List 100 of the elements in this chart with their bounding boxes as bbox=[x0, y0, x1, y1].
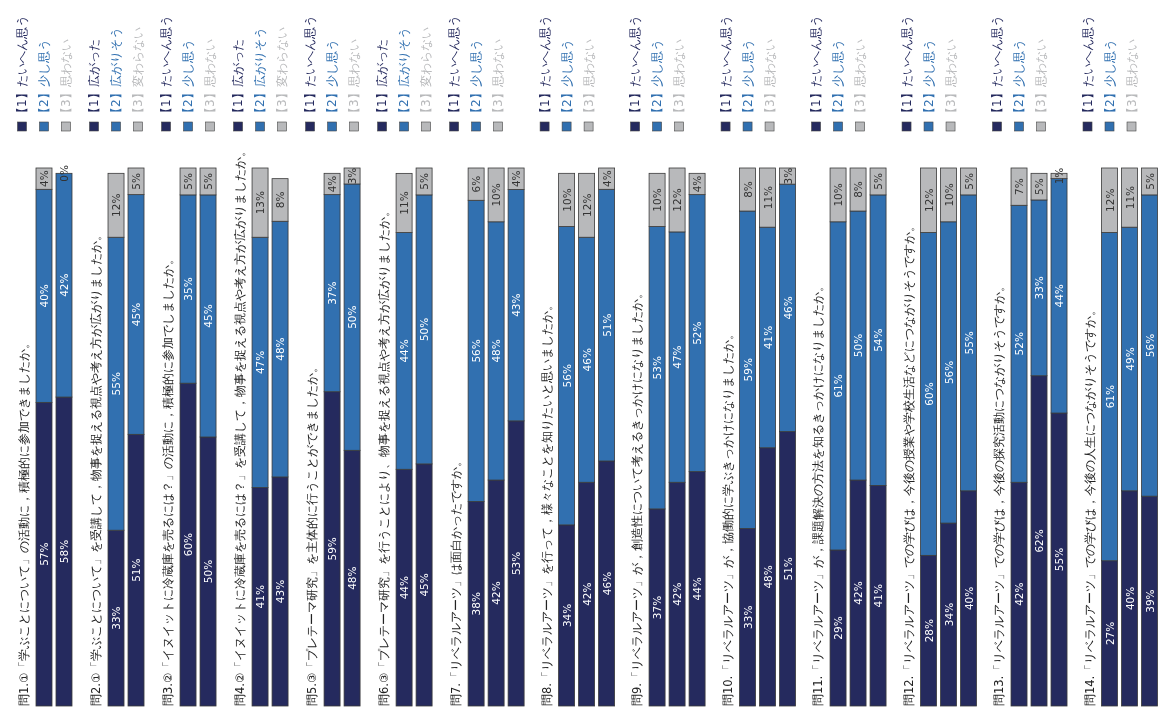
data-label: 37% bbox=[326, 281, 339, 305]
data-label: 4% bbox=[691, 175, 704, 193]
data-label: 57% bbox=[38, 542, 50, 566]
data-label: 51% bbox=[781, 557, 794, 581]
data-label: 51% bbox=[130, 558, 143, 582]
text: 【2】少し思う bbox=[181, 39, 196, 119]
text: 問1.①「学ぶことについて」の活動に，積極的に参加できましたか。 bbox=[17, 336, 31, 706]
data-label: 44% bbox=[691, 577, 704, 601]
data-label: 43% bbox=[510, 293, 523, 317]
text: 【1】たいへん思う bbox=[447, 15, 462, 119]
data-label: 62% bbox=[1033, 529, 1046, 553]
data-label: 1% bbox=[1053, 167, 1066, 185]
data-label: 51% bbox=[600, 313, 613, 337]
text: 【3】思わない bbox=[762, 39, 777, 119]
data-label: 34% bbox=[560, 603, 573, 628]
data-label: 53% bbox=[651, 356, 664, 380]
text: 【1】広がった bbox=[231, 39, 246, 119]
data-label: 6% bbox=[470, 175, 483, 193]
data-label: 10% bbox=[651, 188, 664, 212]
data-label: 56% bbox=[560, 364, 573, 388]
data-label: 58% bbox=[58, 539, 70, 564]
data-label: 50% bbox=[418, 317, 431, 342]
data-label: 5% bbox=[418, 173, 431, 190]
data-label: 46% bbox=[781, 296, 794, 320]
data-label: 45% bbox=[130, 302, 143, 327]
text: 問11.「リベラルアーツ」が，課題解決の方法を知るきっかけになりましたか。 bbox=[811, 279, 826, 706]
text: 【3】思わない bbox=[581, 39, 596, 119]
data-label: 3% bbox=[781, 167, 794, 185]
text: 【2】広がりそう bbox=[397, 27, 412, 119]
data-label: 10% bbox=[832, 183, 845, 207]
text: 【3】思わない bbox=[853, 39, 868, 119]
text: 問5.③「プレテーマ研究」を主体的に行うことができましたか。 bbox=[305, 360, 320, 706]
text: 【2】少し思う bbox=[325, 39, 340, 119]
data-label: 34% bbox=[942, 602, 955, 627]
text: 【1】広がった bbox=[375, 39, 390, 119]
data-label: 29% bbox=[832, 616, 845, 640]
data-label: 41% bbox=[254, 585, 267, 609]
text: 問4.②「イヌイットに冷蔵庫を売るには？」を受講して，物事を捉える視点や考え方が広がりましたか。 bbox=[233, 144, 248, 706]
data-label: 46% bbox=[600, 571, 613, 596]
data-label: 52% bbox=[691, 321, 704, 345]
text: 問13.「リベラルアーツ」での学びは，今後の探究活動につながりそうですか。 bbox=[992, 279, 1007, 706]
data-label: 7% bbox=[1013, 178, 1026, 195]
text: 【3】思わない bbox=[347, 39, 362, 119]
data-label: 55% bbox=[110, 372, 123, 396]
data-label: 8% bbox=[852, 181, 865, 198]
text: 【1】たいへん思う bbox=[1080, 15, 1095, 119]
data-label: 4% bbox=[38, 170, 50, 187]
data-label: 46% bbox=[580, 348, 593, 372]
data-label: 4% bbox=[510, 170, 523, 188]
data-label: 44% bbox=[398, 339, 411, 363]
data-label: 61% bbox=[832, 374, 845, 398]
text: 【1】たいへん思う bbox=[15, 15, 29, 119]
data-label: 0% bbox=[58, 164, 70, 182]
data-label: 61% bbox=[1103, 384, 1116, 409]
text: 【3】思わない bbox=[59, 39, 73, 119]
data-label: 43% bbox=[274, 579, 287, 604]
text: 【2】少し思う bbox=[559, 39, 574, 119]
text: 【1】たいへん思う bbox=[809, 15, 824, 119]
data-label: 12% bbox=[671, 188, 684, 212]
text: 【3】変わらない bbox=[275, 27, 290, 119]
text: 問9.「リベラルアーツ」が，創造性について考えるきっかけになりましたか。 bbox=[630, 287, 645, 706]
data-label: 10% bbox=[490, 183, 503, 207]
data-label: 54% bbox=[872, 328, 885, 352]
data-label: 5% bbox=[872, 173, 885, 190]
data-label: 5% bbox=[962, 173, 975, 190]
text: 【3】思わない bbox=[943, 39, 958, 119]
text: 【1】たいへん思う bbox=[537, 15, 552, 119]
text: 【2】少し思う bbox=[1102, 39, 1117, 119]
data-label: 11% bbox=[1123, 185, 1136, 210]
data-label: 47% bbox=[671, 345, 684, 369]
text: 【2】少し思う bbox=[1012, 39, 1027, 119]
text: 【2】少し思う bbox=[650, 39, 665, 119]
text: 【1】たいへん思う bbox=[628, 15, 643, 119]
data-label: 52% bbox=[1013, 332, 1026, 356]
text: 【3】思わない bbox=[491, 39, 506, 119]
data-label: 50% bbox=[852, 333, 865, 358]
data-label: 53% bbox=[510, 551, 523, 576]
data-label: 59% bbox=[741, 358, 754, 382]
data-label: 55% bbox=[962, 331, 975, 355]
text: 【3】思わない bbox=[1034, 39, 1049, 119]
text: 【3】思わない bbox=[203, 39, 218, 119]
data-label: 40% bbox=[1123, 586, 1136, 611]
data-label: 48% bbox=[490, 339, 503, 363]
data-label: 5% bbox=[202, 173, 215, 190]
data-label: 35% bbox=[182, 277, 195, 301]
data-label: 12% bbox=[1103, 188, 1116, 212]
data-label: 12% bbox=[922, 188, 935, 212]
data-label: 50% bbox=[202, 559, 215, 584]
data-label: 38% bbox=[470, 592, 483, 616]
text: 【1】たいへん思う bbox=[159, 15, 174, 119]
data-label: 56% bbox=[470, 339, 483, 363]
text: 【1】たいへん思う bbox=[303, 15, 318, 119]
text: 【3】変わらない bbox=[419, 27, 434, 119]
data-label: 60% bbox=[182, 532, 195, 557]
data-label: 42% bbox=[580, 582, 593, 606]
data-label: 49% bbox=[1123, 347, 1136, 371]
data-label: 5% bbox=[1033, 178, 1046, 195]
data-label: 50% bbox=[346, 305, 359, 329]
data-label: 44% bbox=[398, 575, 411, 600]
data-label: 45% bbox=[202, 304, 215, 328]
